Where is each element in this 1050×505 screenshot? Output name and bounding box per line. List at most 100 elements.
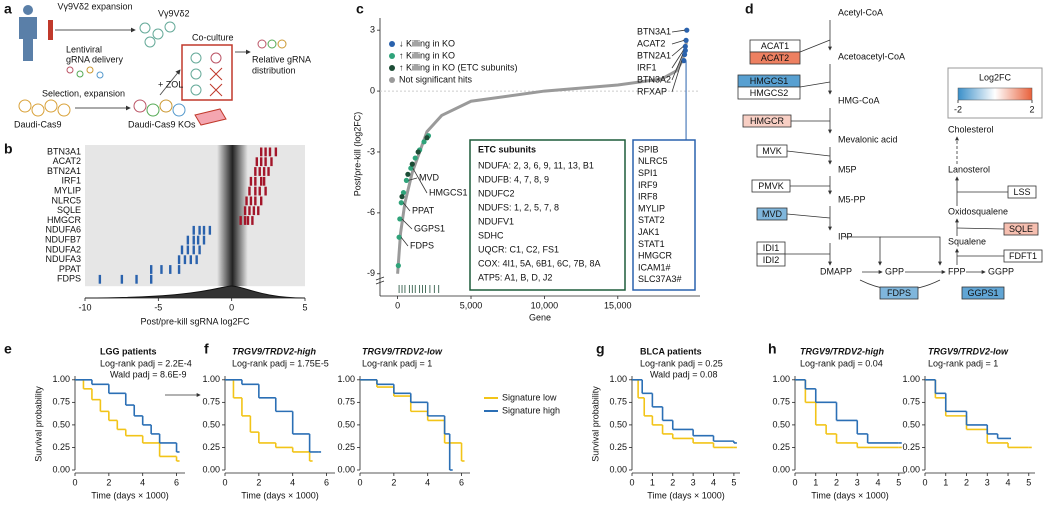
background — [85, 145, 305, 287]
gene-label: ACAT2 — [53, 156, 81, 166]
x-tick-label: 6 — [324, 477, 329, 487]
sgrna-mark — [246, 216, 250, 225]
panel-label: c — [356, 1, 364, 17]
x-tick-label: 0 — [792, 477, 797, 487]
x-tick-label: 3 — [691, 477, 696, 487]
sgrna-mark — [251, 216, 254, 225]
y-tick-label: 0.25 — [337, 442, 355, 452]
point — [398, 200, 404, 206]
enzyme-box — [879, 286, 919, 300]
enzyme-label: FDPS — [887, 288, 911, 298]
leader — [671, 60, 683, 93]
y-tick-label: 1.00 — [902, 374, 920, 384]
legend-label: ↑ Killing in KO — [399, 50, 455, 60]
x-tick-label: 4 — [1006, 477, 1011, 487]
sgrna-mark — [208, 225, 212, 235]
rank-curve — [396, 40, 689, 274]
sgrna-mark — [192, 225, 195, 235]
sgrna-mark — [264, 157, 267, 167]
x-tick-label: 4 — [876, 477, 881, 487]
sgrna-mark — [274, 147, 278, 157]
sgrna-mark — [243, 206, 247, 216]
gene-label: SQLE — [57, 205, 81, 215]
sgrna-mark — [245, 196, 248, 206]
x-tick-label: 4 — [290, 477, 295, 487]
sgrna-mark — [160, 265, 163, 274]
enzyme-label: MVD — [762, 209, 783, 219]
point — [421, 139, 427, 145]
colorbar-label: -2 — [954, 104, 962, 114]
point — [682, 47, 688, 54]
y-tick-label: 0.25 — [609, 442, 627, 452]
panel-title: LGG patients — [100, 346, 157, 356]
y-tick-label: 0.50 — [202, 419, 220, 429]
stat-annotation: Log-rank padj = 1.75E-5 — [232, 358, 329, 368]
y-tick-label: 0 — [370, 85, 375, 95]
leader — [400, 236, 409, 247]
legend-label: Signature low — [502, 392, 557, 402]
sgrna-mark — [264, 186, 267, 196]
enzyme-label: FDFT1 — [1009, 251, 1037, 261]
point — [683, 37, 689, 43]
x-axis-title: Time (days × 1000) — [647, 490, 724, 500]
point — [405, 171, 411, 177]
gene-label: IRF1 — [61, 176, 81, 186]
enzyme-box — [756, 253, 786, 267]
sgrna-mark — [254, 167, 257, 176]
sgrna-mark — [248, 206, 251, 216]
enzyme-box — [751, 179, 791, 193]
gene-annotation: BTN3A1 — [637, 26, 671, 36]
gene-annotation: BTN2A1 — [637, 50, 671, 60]
gene-label: NDUFA6 — [45, 225, 81, 235]
x-axis-title: Post/pre-kill sgRNA log2FC — [140, 316, 250, 326]
box-line: NDUFB: 4, 7, 8, 9 — [478, 174, 549, 184]
x-axis-title: Time (days × 1000) — [811, 490, 888, 500]
schematic-label: Lentiviral — [66, 44, 102, 54]
y-tick-label: 0.25 — [202, 442, 220, 452]
colorbar-label: 2 — [1029, 104, 1034, 114]
legend-frame — [947, 67, 1043, 119]
leader — [412, 168, 428, 194]
box-line: SPIB — [638, 144, 659, 154]
etc-box — [469, 139, 626, 291]
box-line: HMGCR — [638, 251, 672, 261]
metabolite: Squalene — [948, 236, 986, 246]
sgrna-mark — [186, 235, 190, 245]
leader — [671, 29, 685, 33]
sgrna-mark — [262, 167, 266, 176]
gene-label: PPAT — [59, 264, 82, 274]
x-tick-label: 0 — [922, 477, 927, 487]
y-tick-label: 0.00 — [52, 464, 70, 474]
panel-label: d — [745, 1, 754, 17]
sgrna-mark — [239, 216, 242, 225]
density — [84, 285, 306, 299]
gene-label: FDPS — [57, 274, 81, 284]
box-line: MYLIP — [638, 203, 665, 213]
legend-swatch — [389, 77, 395, 83]
enzyme-box — [742, 114, 792, 128]
enzyme-label: ACAT2 — [761, 53, 789, 63]
panel-title: TRGV9/TRDV2-high — [800, 346, 885, 356]
legend-label: Not significant hits — [399, 74, 473, 84]
sgrna-mark — [150, 265, 153, 274]
point — [395, 263, 401, 269]
sgrna-mark — [268, 147, 272, 157]
legend-title: Log2FC — [979, 72, 1012, 82]
x-tick-label: 0 — [395, 300, 400, 310]
stat-annotation: Wald padj = 8.6E-9 — [110, 369, 186, 379]
schematic-label: Vγ9Vδ2 expansion — [57, 1, 132, 11]
point — [408, 165, 414, 171]
x-tick-label: 1 — [650, 477, 655, 487]
y-tick-label: 0.00 — [337, 464, 355, 474]
box-line: UQCR: C1, C2, FS1 — [478, 244, 559, 254]
x-tick-label: 6 — [174, 477, 179, 487]
sgrna-mark — [252, 206, 256, 216]
y-axis-title: Survival probability — [590, 386, 600, 462]
legend-swatch — [389, 53, 395, 59]
box-line: STAT1 — [638, 239, 665, 249]
x-tick-label: 0 — [629, 477, 634, 487]
x-tick-label: 4 — [140, 477, 145, 487]
metabolite: M5P — [838, 164, 857, 174]
y-tick-label: 0.00 — [772, 464, 790, 474]
box-line: ATP5: A1, B, D, J2 — [478, 272, 552, 282]
